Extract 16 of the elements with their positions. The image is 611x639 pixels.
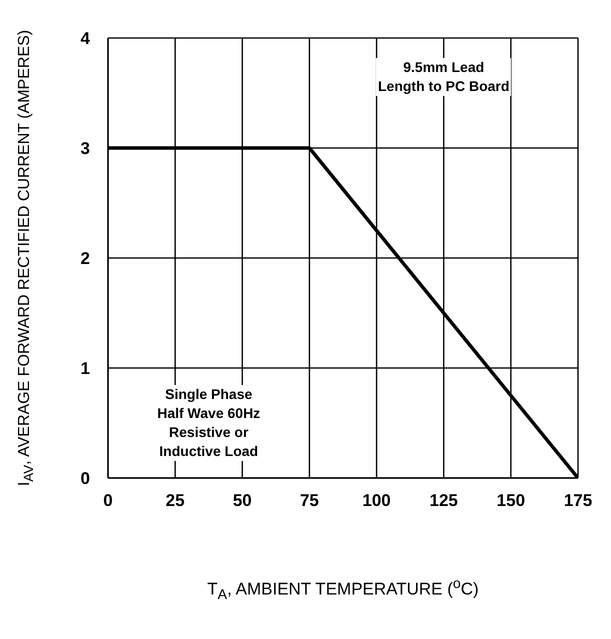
x-tick-label: 25 (166, 491, 185, 510)
y-tick-label: 0 (80, 469, 90, 488)
y-tick-label: 2 (80, 249, 90, 268)
x-tick-label: 150 (496, 491, 526, 510)
y-tick-label: 3 (80, 139, 90, 158)
y-tick-label: 4 (80, 29, 91, 48)
annotation: 9.5mm Lead Length to PC Board (376, 58, 512, 96)
x-tick-label: 0 (103, 491, 113, 510)
x-tick-label: 75 (300, 491, 319, 510)
x-tick-label: 175 (564, 491, 592, 510)
x-axis-title: T$_{A}$, AMBIENT TEMPERATURE ($^{o}$C) (206, 576, 480, 604)
x-tick-label: 125 (430, 491, 458, 510)
annotation: Single Phase Half Wave 60Hz Resistive or Inductive Load (155, 385, 262, 461)
y-tick-label: 1 (80, 359, 90, 378)
x-tick-label: 100 (362, 491, 391, 510)
x-tick-label: 50 (232, 491, 252, 510)
